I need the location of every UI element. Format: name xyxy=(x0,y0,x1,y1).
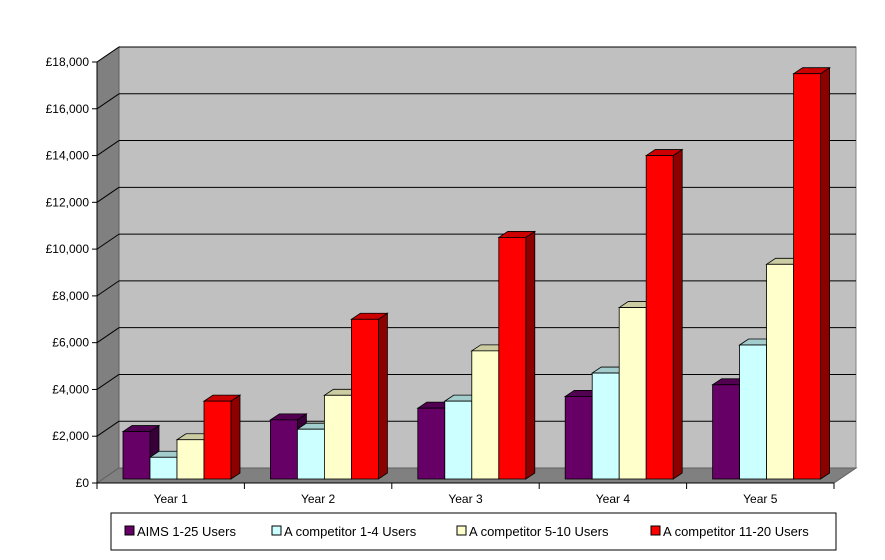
bar-front xyxy=(122,431,151,480)
bar xyxy=(202,394,242,480)
bar xyxy=(497,230,537,480)
gridline-side xyxy=(96,420,120,437)
x-tick-label: Year 3 xyxy=(448,492,483,506)
y-tick-label: £18,000 xyxy=(46,55,90,69)
gridline-side xyxy=(96,186,120,203)
bar-front xyxy=(350,318,379,480)
bar-front xyxy=(591,372,620,480)
y-tick-label: £12,000 xyxy=(46,195,90,209)
bar-side xyxy=(230,394,241,480)
y-tick-label: £0 xyxy=(76,476,90,490)
bar xyxy=(296,422,335,480)
axes xyxy=(96,62,834,484)
gridline-side xyxy=(96,46,120,63)
bar xyxy=(792,66,831,480)
legend-swatch xyxy=(271,525,282,536)
bar-side xyxy=(377,312,388,480)
gridline-side xyxy=(96,93,120,110)
gridline-side xyxy=(96,140,120,156)
legend-box xyxy=(110,512,837,551)
legend-swatch xyxy=(124,525,135,536)
legend-swatch xyxy=(650,525,661,536)
bar-side xyxy=(525,230,536,480)
gridline-side xyxy=(96,280,120,297)
x-tick-label: Year 2 xyxy=(301,492,336,506)
bar-front xyxy=(766,263,794,480)
bar-front xyxy=(712,384,740,480)
bar-front xyxy=(564,396,593,480)
bar-front xyxy=(296,428,325,480)
legend-label: A competitor 1-4 Users xyxy=(284,524,417,539)
legend-item: A competitor 5-10 Users xyxy=(456,524,609,539)
legend-item: A competitor 11-20 Users xyxy=(650,524,809,539)
bar xyxy=(644,148,684,480)
gridline-side xyxy=(96,233,120,250)
bar-front xyxy=(498,237,527,480)
bar-front xyxy=(203,400,232,480)
legend-label: A competitor 11-20 Users xyxy=(663,524,809,539)
y-tick-label: £2,000 xyxy=(52,429,89,443)
y-tick-label: £8,000 xyxy=(52,289,89,303)
bar-front xyxy=(417,407,446,480)
side-wall xyxy=(96,46,120,484)
bar-front xyxy=(149,456,178,480)
legend-swatch xyxy=(456,525,467,536)
bar-side xyxy=(820,66,830,480)
legend-item: A competitor 1-4 Users xyxy=(271,524,417,539)
legend-item: AIMS 1-25 Users xyxy=(124,524,236,539)
bars xyxy=(121,66,831,480)
bar-front xyxy=(471,350,500,480)
legend: AIMS 1-25 Users A competitor 1-4 Users A c… xyxy=(110,512,837,551)
y-tick-label: £6,000 xyxy=(52,336,89,350)
gridline-side xyxy=(96,327,120,344)
x-tick-label: Year 1 xyxy=(154,492,189,506)
bar-front xyxy=(323,394,352,480)
x-axis-ticks: Year 1 Year 2 Year 3 Year 4 Year 5 xyxy=(96,483,835,506)
bar-front xyxy=(176,439,205,480)
y-tick-label: £4,000 xyxy=(52,382,89,396)
bar-front xyxy=(269,419,298,480)
x-tick-label: Year 5 xyxy=(743,492,778,506)
bar-side xyxy=(672,148,683,480)
bar-front xyxy=(793,73,821,480)
y-tick-label: £16,000 xyxy=(46,102,90,116)
bar-front xyxy=(645,155,674,480)
gridline-side xyxy=(96,374,120,390)
y-axis-ticks: £0 £2,000 £4,000 £6,000 £8,000 £10,000 £12,000… xyxy=(46,55,97,490)
legend-label: AIMS 1-25 Users xyxy=(137,524,236,539)
legend-label: A competitor 5-10 Users xyxy=(469,524,609,539)
bar xyxy=(350,312,389,480)
bar-front xyxy=(739,344,767,480)
y-tick-label: £14,000 xyxy=(46,149,90,163)
gridlines xyxy=(96,46,856,437)
y-tick-label: £10,000 xyxy=(46,242,90,256)
bar-front xyxy=(618,307,647,480)
bar-front xyxy=(444,400,473,480)
x-tick-label: Year 4 xyxy=(596,492,631,506)
